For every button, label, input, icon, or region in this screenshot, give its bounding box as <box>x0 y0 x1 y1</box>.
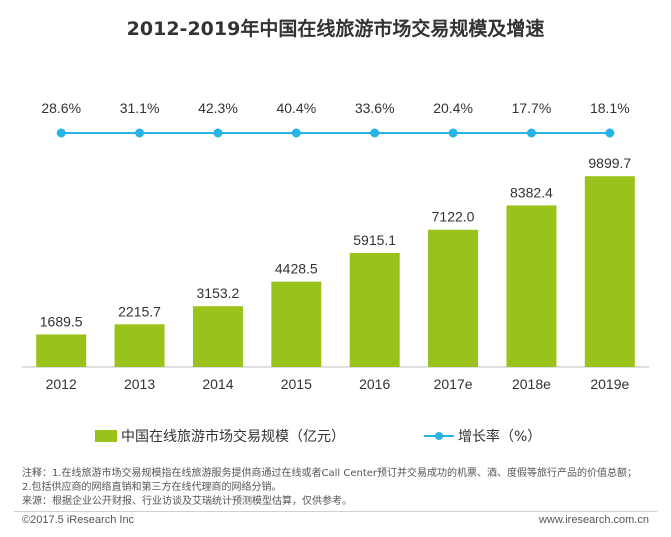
bar-value-label: 4428.5 <box>275 261 318 277</box>
footer-divider <box>14 511 657 512</box>
legend-line-swatch <box>424 430 454 442</box>
x-tick-label: 2014 <box>202 376 233 392</box>
bar <box>506 205 557 367</box>
growth-rate-point <box>370 128 380 138</box>
legend-item-bar: 中国在线旅游市场交易规模（亿元） <box>95 426 345 446</box>
bar <box>349 252 400 367</box>
growth-rate-point <box>291 128 301 138</box>
bar-value-label: 7122.0 <box>432 209 475 225</box>
x-tick-label: 2012 <box>46 376 77 392</box>
bar-value-label: 2215.7 <box>118 303 161 319</box>
legend-bar-swatch <box>95 430 117 442</box>
bar <box>428 229 479 367</box>
growth-rate-point <box>605 128 615 138</box>
bar <box>36 334 87 367</box>
growth-rate-label: 20.4% <box>433 100 473 116</box>
bar-series <box>36 176 635 367</box>
growth-rate-point <box>526 128 536 138</box>
x-tick-label: 2019e <box>590 376 629 392</box>
growth-rate-series <box>56 128 615 138</box>
x-tick-label: 2013 <box>124 376 155 392</box>
note-line: 2.包括供应商的网络直销和第三方在线代理商的网络分销。 <box>22 482 282 493</box>
notes: 注释：1.在线旅游市场交易规模指在线旅游服务提供商通过在线或者Call Cent… <box>22 467 662 509</box>
copyright-text: ©2017.5 iResearch Inc <box>22 514 135 526</box>
bar-value-label: 3153.2 <box>197 285 240 301</box>
legend-item-line: 增长率（%） <box>424 426 541 446</box>
growth-rate-label: 18.1% <box>590 100 630 116</box>
x-tick-label: 2016 <box>359 376 390 392</box>
legend-bar-label: 中国在线旅游市场交易规模（亿元） <box>121 429 345 445</box>
x-tick-label: 2017e <box>434 376 473 392</box>
bar-value-labels: 1689.5 2215.7 3153.2 4428.5 5915.1 7122.0 8382… <box>40 155 632 329</box>
chart-area: 1689.5 2215.7 3153.2 4428.5 5915.1 7122.0 8382… <box>22 100 649 392</box>
note-line: 注释：1.在线旅游市场交易规模指在线旅游服务提供商通过在线或者Call Cent… <box>22 468 638 479</box>
growth-rate-label: 40.4% <box>276 100 316 116</box>
bar <box>584 176 635 367</box>
growth-rate-labels: 28.6% 31.1% 42.3% 40.4% 33.6% 20.4% 17.7% 18.1% <box>41 100 629 116</box>
bar <box>192 306 243 367</box>
x-tick-label: 2018e <box>512 376 551 392</box>
bar-value-label: 8382.4 <box>510 184 553 200</box>
bar-value-label: 1689.5 <box>40 313 83 329</box>
bar-value-label: 5915.1 <box>353 232 396 248</box>
website-text: www.iresearch.com.cn <box>538 514 649 526</box>
growth-rate-point <box>448 128 458 138</box>
bar-value-label: 9899.7 <box>588 155 631 171</box>
bar <box>271 281 322 367</box>
growth-rate-label: 33.6% <box>355 100 395 116</box>
category-labels: 2012 2013 2014 2015 2016 2017e 2018e 2019e <box>46 376 630 392</box>
legend: 中国在线旅游市场交易规模（亿元） 增长率（%） <box>0 426 671 446</box>
growth-rate-point <box>135 128 145 138</box>
bar <box>114 324 165 367</box>
chart-title: 2012-2019年中国在线旅游市场交易规模及增速 <box>126 18 545 40</box>
source-line: 来源：根据企业公开财报、行业访谈及艾瑞统计预测模型估算，仅供参考。 <box>22 496 352 507</box>
growth-rate-label: 28.6% <box>41 100 81 116</box>
legend-line-label: 增长率（%） <box>458 429 542 445</box>
growth-rate-point <box>56 128 66 138</box>
growth-rate-label: 31.1% <box>120 100 160 116</box>
x-tick-label: 2015 <box>281 376 312 392</box>
growth-rate-label: 17.7% <box>512 100 552 116</box>
growth-rate-label: 42.3% <box>198 100 238 116</box>
growth-rate-point <box>213 128 223 138</box>
